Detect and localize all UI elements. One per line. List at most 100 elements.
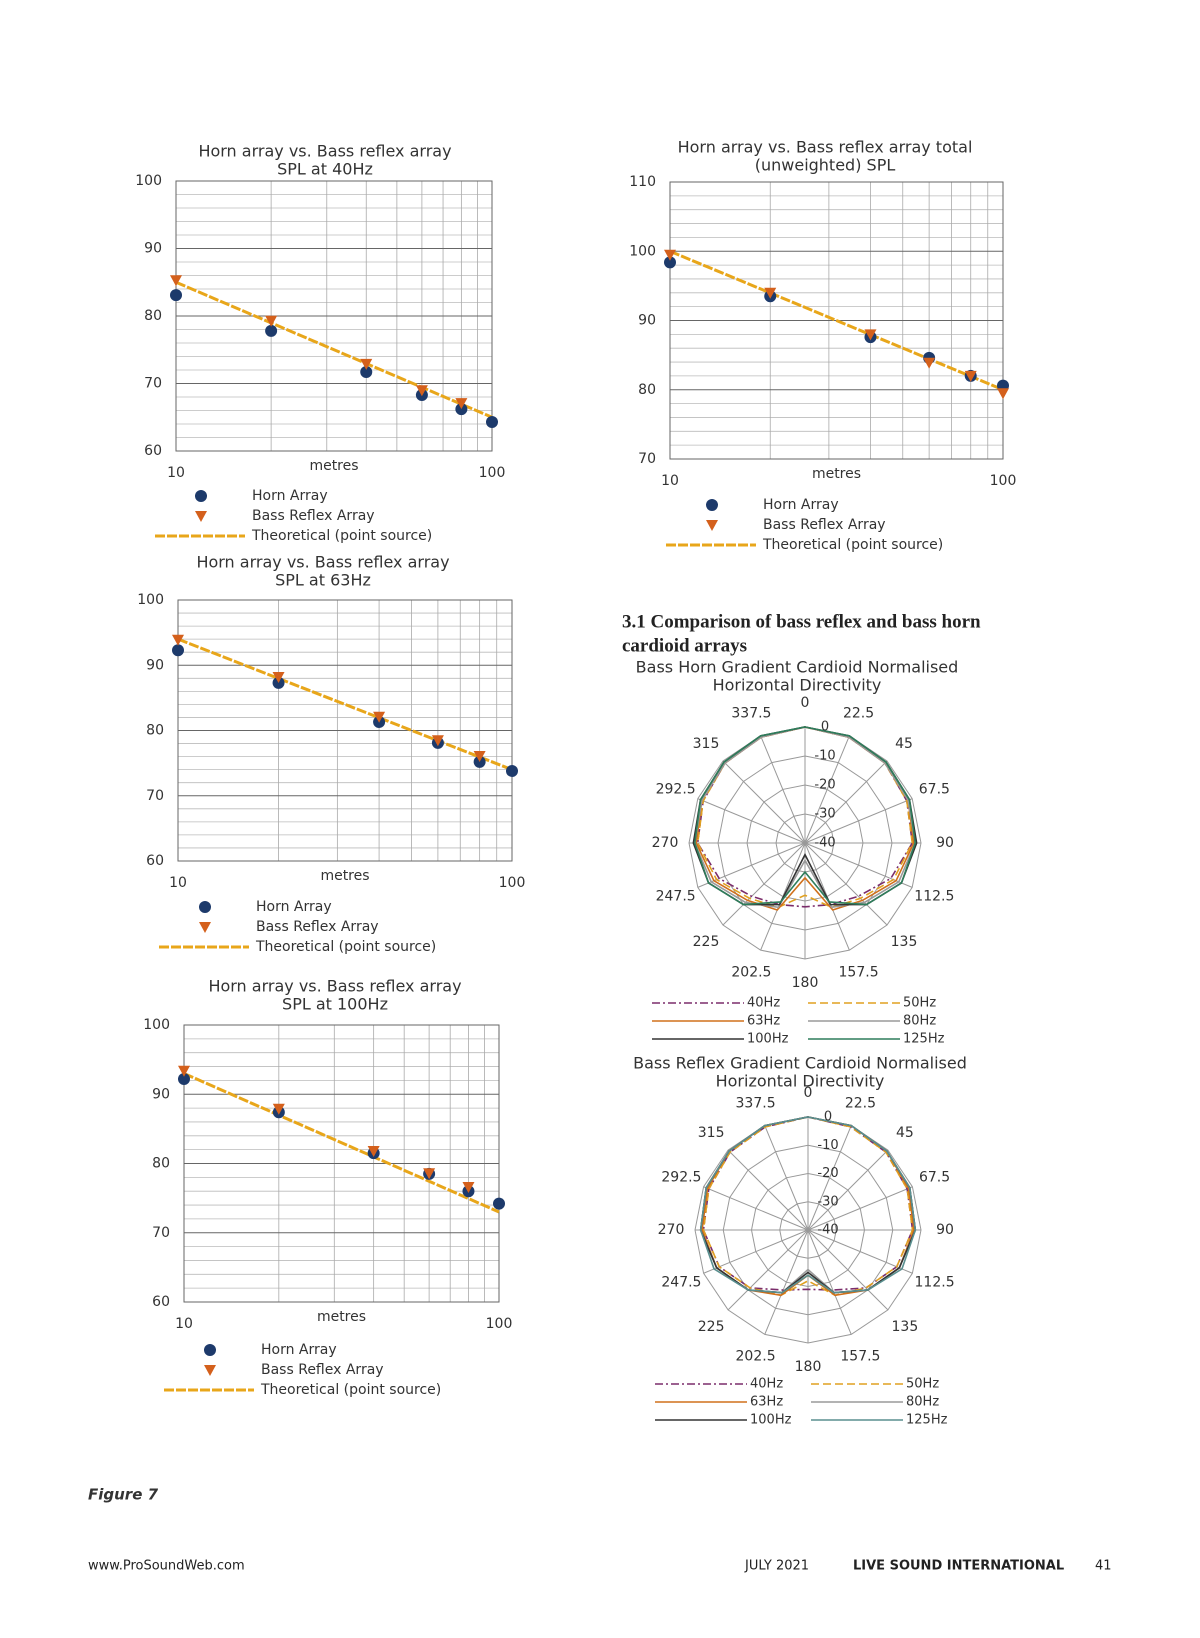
legend-label: Theoretical (point source) <box>251 528 432 544</box>
r-tick-label: -20 <box>814 778 835 793</box>
x-tick-label: 100 <box>499 875 526 891</box>
x-tick-label: 100 <box>479 465 506 481</box>
y-tick-label: 90 <box>146 657 164 673</box>
footer-publication: LIVE SOUND INTERNATIONAL <box>853 1559 1064 1574</box>
angle-label: 270 <box>652 835 679 851</box>
legend-marker <box>204 1365 216 1376</box>
legend-label: Bass Reflex Array <box>763 517 886 533</box>
r-tick-label: -40 <box>814 836 835 851</box>
plot-frame <box>177 599 513 862</box>
chart-title: Bass Reflex Gradient Cardioid Normalised <box>633 1054 967 1073</box>
r-tick-label: -30 <box>817 1194 838 1209</box>
chart-subtitle: SPL at 63Hz <box>275 571 371 590</box>
chart-title: Horn array vs. Bass reflex array <box>198 142 451 161</box>
point <box>664 249 676 261</box>
angle-label: 67.5 <box>919 1170 950 1186</box>
legend-marker <box>195 490 207 502</box>
legend-marker <box>706 520 718 531</box>
angle-label: 22.5 <box>843 706 874 722</box>
spoke <box>697 798 806 844</box>
point <box>265 315 278 327</box>
angle-label: 45 <box>896 1125 914 1141</box>
figure-label: Figure 7 <box>88 1486 159 1504</box>
point <box>360 358 373 370</box>
point <box>178 1065 190 1077</box>
spoke <box>727 1229 809 1311</box>
point <box>462 1182 475 1194</box>
x-axis-label: metres <box>320 868 369 884</box>
point <box>664 256 676 269</box>
angle-label: 247.5 <box>661 1274 701 1290</box>
point <box>486 415 498 428</box>
y-tick-label: 110 <box>629 174 656 190</box>
spoke <box>807 1229 913 1274</box>
y-tick-label: 90 <box>144 241 162 257</box>
point <box>455 403 468 416</box>
spoke <box>807 1229 889 1311</box>
legend-label: 63Hz <box>750 1395 783 1410</box>
x-tick-label: 100 <box>486 1316 513 1332</box>
spoke <box>804 798 913 844</box>
angle-label: 0 <box>801 695 810 711</box>
spoke <box>722 760 806 844</box>
point <box>997 388 1009 400</box>
legend-label: Theoretical (point source) <box>255 939 436 955</box>
angle-label: 202.5 <box>731 964 771 980</box>
y-tick-label: 60 <box>146 853 164 869</box>
point <box>272 1103 285 1115</box>
footer-url: www.ProSoundWeb.com <box>88 1559 245 1574</box>
r-tick-label: -20 <box>817 1166 838 1181</box>
point <box>431 735 444 747</box>
legend-label: 63Hz <box>747 1014 780 1029</box>
legend-label: 80Hz <box>903 1014 936 1029</box>
y-tick-label: 100 <box>629 243 656 259</box>
angle-label: 157.5 <box>839 964 879 980</box>
angle-label: 90 <box>936 835 954 851</box>
y-tick-label: 70 <box>638 451 656 467</box>
theory-line <box>183 1072 500 1214</box>
angle-label: 112.5 <box>915 1274 955 1290</box>
legend-label: Horn Array <box>261 1342 337 1358</box>
r-tick-label: 0 <box>821 720 829 735</box>
point <box>170 289 182 302</box>
chart-title: Bass Horn Gradient Cardioid Normalised <box>636 658 959 677</box>
legend-label: Theoretical (point source) <box>762 537 943 553</box>
angle-label: 225 <box>693 934 720 950</box>
x-axis-label: metres <box>812 466 861 482</box>
y-tick-label: 100 <box>137 592 164 608</box>
polar-line <box>699 1116 917 1294</box>
point <box>473 750 486 762</box>
spoke <box>807 1229 852 1335</box>
spoke <box>722 842 806 926</box>
y-tick-label: 80 <box>144 308 162 324</box>
spoke <box>764 1229 809 1335</box>
polar-line <box>693 726 917 906</box>
spoke <box>804 842 913 888</box>
chart-subtitle: SPL at 40Hz <box>277 160 373 179</box>
x-tick-label: 10 <box>661 473 679 489</box>
angle-label: 135 <box>891 934 918 950</box>
spoke <box>760 735 806 844</box>
angle-label: 112.5 <box>914 889 954 905</box>
angle-label: 315 <box>693 736 720 752</box>
y-tick-label: 70 <box>146 788 164 804</box>
spoke <box>804 842 888 926</box>
point <box>272 671 285 683</box>
angle-label: 337.5 <box>731 706 771 722</box>
y-tick-label: 70 <box>152 1225 170 1241</box>
angle-label: 315 <box>698 1125 725 1141</box>
legend-label: Bass Reflex Array <box>252 508 375 524</box>
legend-marker <box>199 901 211 913</box>
angle-label: 337.5 <box>736 1095 776 1111</box>
angle-label: 22.5 <box>845 1095 876 1111</box>
r-tick-label: -30 <box>814 807 835 822</box>
point <box>455 398 468 410</box>
point <box>964 370 977 382</box>
spoke <box>807 1186 913 1231</box>
y-tick-label: 70 <box>144 376 162 392</box>
plot-frame <box>175 180 493 452</box>
point <box>360 366 373 379</box>
x-tick-label: 10 <box>175 1316 193 1332</box>
